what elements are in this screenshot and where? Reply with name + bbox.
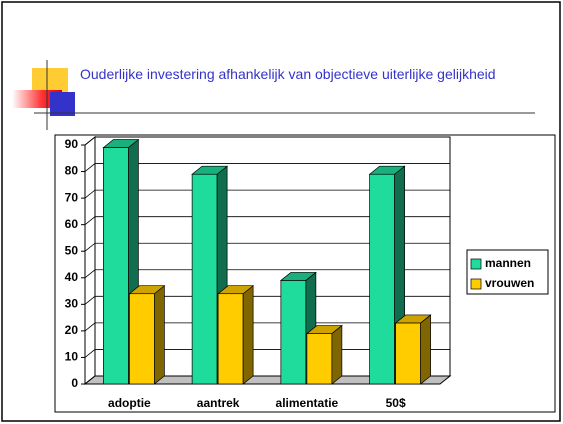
legend-swatch bbox=[470, 278, 482, 290]
bar bbox=[191, 173, 218, 385]
deco-blue bbox=[50, 92, 75, 116]
bar bbox=[280, 280, 307, 385]
bar-top bbox=[368, 165, 406, 175]
y-tick-label: 10 bbox=[65, 350, 79, 364]
grid-line bbox=[84, 322, 450, 332]
y-tick-label: 30 bbox=[65, 297, 79, 311]
bar-top bbox=[394, 314, 432, 324]
y-tick-label: 90 bbox=[65, 137, 79, 151]
y-tick-label: 40 bbox=[65, 270, 79, 284]
y-tick-label: 80 bbox=[65, 164, 79, 178]
bar bbox=[306, 333, 333, 385]
chart-title: Ouderlijke investering afhankelijk van o… bbox=[80, 66, 496, 82]
y-tick-label: 0 bbox=[71, 376, 78, 390]
bar bbox=[217, 293, 244, 385]
y-tick-label: 20 bbox=[65, 323, 79, 337]
bar-side bbox=[420, 314, 431, 385]
bar bbox=[103, 147, 129, 385]
y-tick-label: 70 bbox=[65, 190, 79, 204]
bar-side bbox=[242, 284, 254, 385]
deco-red bbox=[12, 90, 62, 108]
x-tick-label: 50$ bbox=[386, 396, 406, 410]
grid-line bbox=[84, 136, 450, 146]
bar-top bbox=[128, 285, 166, 295]
y-tick-label: 60 bbox=[65, 217, 79, 231]
bar bbox=[395, 322, 421, 385]
grid-line bbox=[84, 295, 450, 305]
bar-side bbox=[154, 284, 165, 385]
bar-top bbox=[102, 139, 140, 149]
legend-swatch bbox=[470, 258, 482, 270]
grid-line bbox=[84, 269, 450, 279]
x-tick-label: alimentatie bbox=[276, 396, 339, 410]
grid-line bbox=[84, 242, 450, 252]
grid-line bbox=[84, 163, 450, 172]
bar-top bbox=[217, 285, 255, 295]
side-wall bbox=[84, 135, 96, 386]
bar-top bbox=[305, 325, 343, 334]
y-tick-label: 50 bbox=[65, 243, 79, 257]
x-tick-label: adoptie bbox=[108, 396, 151, 410]
legend-label: mannen bbox=[485, 256, 531, 270]
bar-side bbox=[331, 324, 343, 385]
x-tick-label: aantrek bbox=[197, 396, 240, 410]
bar bbox=[369, 173, 395, 385]
grid-line bbox=[84, 189, 450, 199]
grid-line bbox=[84, 216, 450, 225]
bar-top bbox=[191, 165, 229, 175]
legend-label: vrouwen bbox=[485, 276, 534, 290]
bar-top bbox=[279, 272, 317, 281]
bar bbox=[129, 293, 155, 385]
